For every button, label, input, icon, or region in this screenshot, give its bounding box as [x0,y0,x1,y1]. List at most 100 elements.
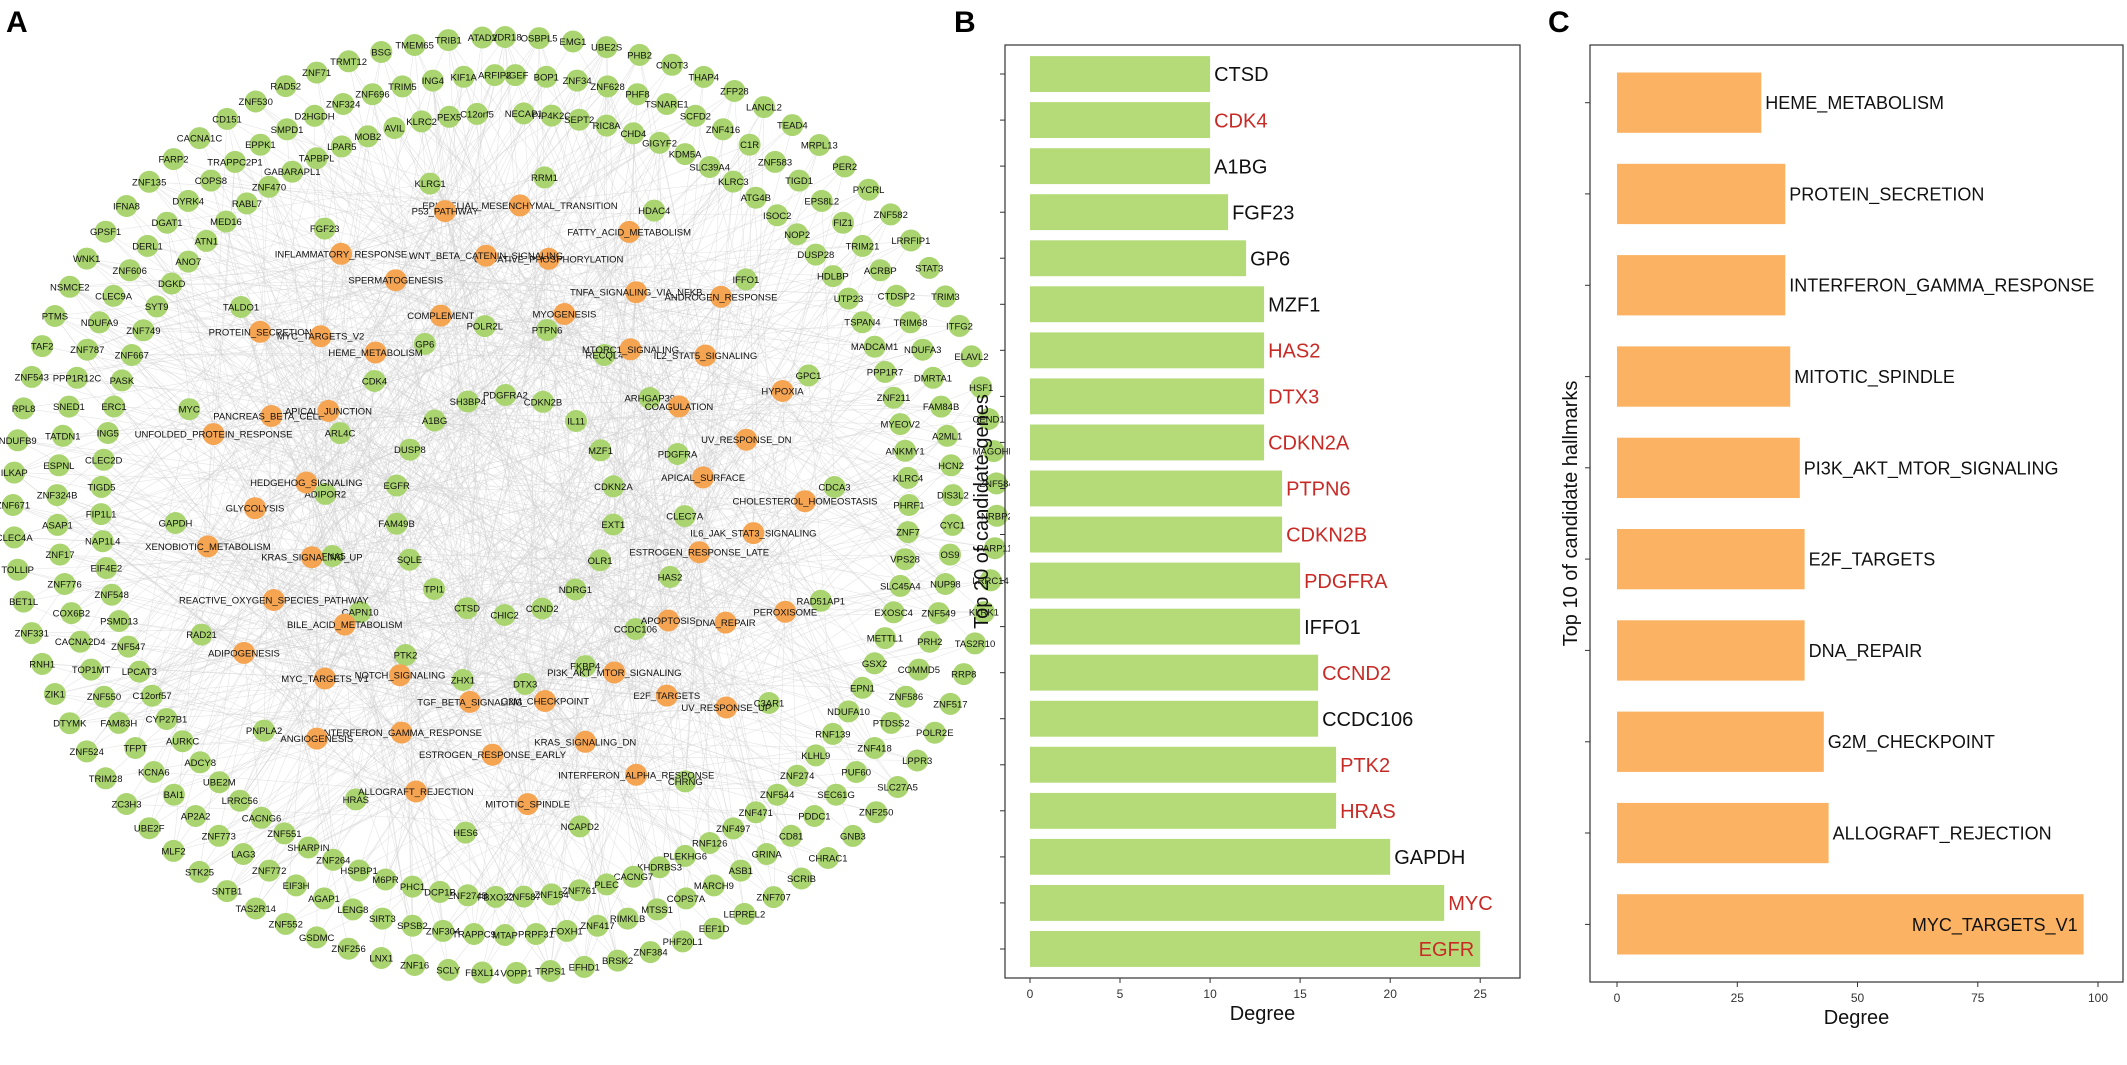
network-edge [585,90,735,742]
network-edge [54,315,341,434]
network-edge [448,622,726,971]
outer-gene-node [595,873,618,896]
outer-gene-node [940,454,963,477]
outer-gene-node [305,61,328,84]
outer-gene-label: ZNF544 [760,790,794,801]
outer-gene-label: RPL8 [12,404,36,415]
hallmark-label: INTERFERON_ALPHA_RESPONSE [558,770,714,781]
network-edge [575,420,849,712]
network-edge [226,791,417,892]
network-edge [333,732,402,860]
hallmark-node [657,609,680,632]
outer-gene-label: PHC1 [400,882,425,893]
network-edge [448,116,548,331]
outer-gene-label: EIF3H [283,881,310,892]
outer-gene-node [821,722,844,745]
inner-gene-label: EGFR [384,481,411,492]
outer-gene-label: EPS8L2 [804,196,839,207]
outer-gene-node [626,83,649,106]
outer-gene-node [744,186,767,209]
network-edge [434,322,911,421]
hallmark-label: PEROXISOME [753,607,817,618]
network-edge [613,295,897,525]
network-edge [448,116,521,206]
outer-gene-node [484,885,507,908]
outer-gene-node [46,513,69,536]
x-tick-label: 75 [1971,991,1985,1005]
hallmark-node [771,380,794,402]
outer-gene-label: PLEC [594,880,619,891]
outer-gene-node [566,69,589,92]
network-edge [57,494,208,547]
outer-gene-node [303,104,326,127]
outer-gene-node [927,602,950,625]
outer-gene-node [755,843,778,865]
outer-gene-label: LPPR3 [902,756,932,767]
outer-gene-node [258,859,281,882]
outer-gene-label: ZNF776 [47,580,81,591]
x-tick-label: 5 [1117,987,1124,1001]
outer-gene-label: VPS28 [890,555,920,566]
outer-gene-node [6,558,29,581]
network-edge [749,144,754,534]
outer-gene-node [330,135,353,158]
network-edge [726,254,817,708]
bar-label: HAS2 [1268,341,1320,363]
network-edge [504,36,631,350]
network-edge [374,76,704,382]
network-edge [106,177,545,569]
network-edge [129,270,636,630]
network-edge [385,675,401,880]
outer-gene-node [103,395,125,418]
inner-gene-node [574,655,597,678]
network-edge [399,675,552,895]
hallmark-node [314,667,336,690]
outer-gene-label: TAF2 [31,342,54,353]
inner-gene-label: PNPLA2 [246,726,282,737]
outer-gene-node [692,65,715,88]
hallmark-node [574,730,597,753]
outer-gene-label: PLEKHG6 [663,851,707,862]
inner-gene-node [321,545,344,567]
outer-gene-label: TRIM5 [388,82,417,93]
hallmark-label: HEME_METABOLISM [328,348,422,359]
hallmark-node [330,242,352,265]
network-edge [399,477,909,676]
network-graph: WDR18 NGEF NECAP1 OSBPL5 BOP1 PIP4K2C EMG1 ZNF3… [0,26,1010,984]
network-edge [542,401,658,910]
network-edge [542,608,615,673]
network-edge [316,158,586,742]
outer-gene-label: KIF1A [450,72,477,83]
network-edge [415,791,607,885]
hallmark-label: ANGIOGENESIS [280,734,353,745]
outer-gene-label: TRMT12 [330,57,367,68]
panel-a-label: A [6,6,28,39]
network-edge [273,599,907,697]
outer-gene-node [138,817,161,840]
hallmark-node [537,247,560,270]
network-edge [668,620,686,782]
outer-gene-label: PHF20L1 [663,937,703,948]
network-edge [59,554,468,609]
network-edge [699,552,710,844]
network-edge [476,113,486,327]
inner-gene-label: CDK4 [362,377,387,388]
outer-gene-label: EEF1D [699,924,730,935]
network-edge [469,494,954,703]
outer-gene-node [863,652,886,675]
outer-gene-node [712,118,734,141]
outer-gene-node [941,484,964,507]
outer-gene-node [780,824,803,847]
outer-gene-node [979,569,1002,592]
outer-gene-node [622,122,645,145]
hallmark-node [619,338,642,361]
network-edge [394,127,435,590]
outer-gene-node [244,90,267,113]
network-edge [340,253,792,836]
inner-gene-node [533,166,556,189]
network-edge [113,406,256,509]
network-edge [448,39,669,621]
hallmark-node [534,690,556,712]
outer-gene-node [51,424,74,447]
outer-gene-node [851,311,874,334]
